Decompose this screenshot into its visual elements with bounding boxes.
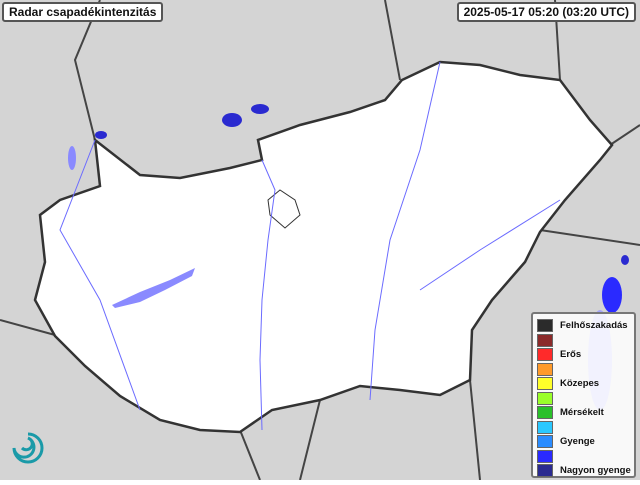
legend-swatch xyxy=(537,333,553,347)
legend-label: Közepes xyxy=(560,378,600,389)
legend-swatch xyxy=(537,464,553,477)
map-title: Radar csapadékintenzitás xyxy=(2,2,164,22)
legend-item xyxy=(537,449,560,463)
legend-swatch xyxy=(537,319,553,332)
legend-label: Mérsékelt xyxy=(560,407,604,418)
legend-swatch xyxy=(537,406,553,419)
legend-label: Gyenge xyxy=(560,436,595,447)
legend-swatch xyxy=(537,377,553,390)
legend-swatch xyxy=(537,362,553,376)
timestamp: 2025-05-17 05:20 (03:20 UTC) xyxy=(456,2,636,22)
legend-item: Erős xyxy=(537,348,581,361)
legend-item: Nagyon gyenge xyxy=(537,464,631,477)
legend-item xyxy=(537,391,560,405)
lake-balaton xyxy=(112,268,195,308)
legend-item: Közepes xyxy=(537,377,599,390)
legend-label: Erős xyxy=(560,349,582,360)
legend-item: Felhőszakadás xyxy=(537,319,628,332)
met-service-swirl-logo-icon xyxy=(12,432,44,464)
legend-label: Felhőszakadás xyxy=(560,320,628,331)
legend-item: Gyenge xyxy=(537,435,595,448)
legend-swatch xyxy=(537,420,553,434)
legend-swatch xyxy=(537,435,553,448)
legend-item xyxy=(537,333,560,347)
hungary-outline xyxy=(33,60,614,434)
legend-label: Nagyon gyenge xyxy=(560,465,631,476)
legend-item xyxy=(537,362,560,376)
budapest-outline xyxy=(267,189,301,229)
legend-swatch xyxy=(537,391,553,405)
legend-item xyxy=(537,420,560,434)
rivers xyxy=(59,61,561,431)
legend-item: Mérsékelt xyxy=(537,406,604,419)
legend: Felhőszakadás Erős Közepes Mérsékelt Gyenge N… xyxy=(531,312,636,478)
legend-swatch xyxy=(537,449,553,463)
legend-swatch xyxy=(537,348,553,361)
